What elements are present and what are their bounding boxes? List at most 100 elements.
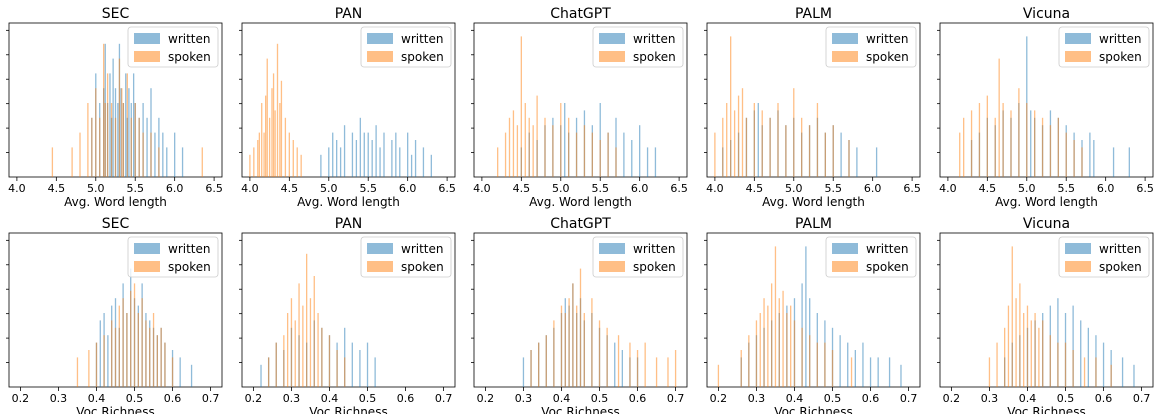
spoken-bar: [145, 320, 147, 387]
x-tick-label: 0.6: [164, 392, 182, 405]
legend-label: spoken: [866, 50, 909, 64]
written-bar: [328, 147, 330, 177]
panel-title: PAN: [335, 6, 363, 22]
spoken-bar: [790, 305, 792, 387]
spoken-bar: [290, 298, 293, 387]
spoken-bar: [512, 110, 515, 177]
spoken-bar: [607, 132, 609, 177]
written-legend-swatch: [832, 243, 858, 254]
spoken-bar: [832, 125, 834, 177]
written-bar: [383, 132, 385, 177]
written-bar: [336, 140, 338, 177]
x-tick-label: 0.7: [435, 392, 453, 405]
legend-label: written: [866, 242, 908, 256]
spoken-bar: [737, 95, 740, 177]
spoken-bar: [249, 154, 251, 177]
legend: written spoken: [825, 236, 917, 278]
spoken-bar: [726, 103, 728, 177]
written-bar: [407, 132, 409, 177]
spoken-legend-swatch: [367, 51, 393, 62]
written-bar: [1128, 147, 1130, 177]
spoken-bar: [538, 342, 540, 387]
x-tick-label: 0.2: [245, 392, 263, 405]
spoken-bar: [104, 103, 106, 177]
spoken-bar: [91, 117, 93, 177]
spoken-bar: [302, 305, 304, 387]
legend: written spoken: [360, 236, 452, 278]
histogram-panel: 0.2 0.3 0.4 0.5 0.6 0.7 Vicuna Voc Richness writ…: [937, 216, 1154, 414]
histogram-panel: 4.0 4.5 5.0 5.5 6.0 6.5 Vicuna Avg. Word length…: [937, 6, 1154, 209]
spoken-bar: [258, 132, 261, 177]
spoken-bar: [274, 110, 276, 177]
spoken-bar: [126, 73, 128, 177]
spoken-bar: [271, 88, 273, 177]
x-tick-label: 6.5: [670, 182, 688, 195]
x-tick-label: 0.5: [1057, 392, 1075, 405]
spoken-bar: [284, 117, 287, 177]
spoken-bar: [266, 58, 268, 177]
spoken-bar: [118, 58, 121, 177]
spoken-bar: [118, 305, 120, 387]
spoken-bar: [988, 357, 991, 387]
spoken-bar: [1064, 342, 1067, 387]
spoken-bar: [848, 140, 850, 177]
panel-title: PALM: [795, 216, 832, 232]
x-tick-label: 0.5: [591, 392, 609, 405]
legend-label: written: [633, 32, 675, 46]
spoken-bar: [160, 327, 162, 387]
spoken-bar: [786, 313, 788, 387]
spoken-bar: [288, 132, 290, 177]
spoken-bar: [1038, 327, 1040, 387]
x-axis-label: Voc Richness: [541, 405, 619, 414]
spoken-bar: [134, 103, 136, 177]
written-bar: [430, 154, 432, 177]
spoken-bar: [87, 103, 89, 177]
written-bar: [1089, 132, 1091, 177]
x-tick-label: 5.5: [359, 182, 377, 195]
x-tick-label: 0.3: [981, 392, 999, 405]
spoken-bar: [79, 132, 81, 177]
spoken-bar: [777, 103, 779, 177]
x-tick-label: 4.0: [939, 182, 957, 195]
x-tick-label: 0.7: [667, 392, 685, 405]
written-bar: [900, 364, 902, 387]
x-tick-label: 4.5: [48, 182, 66, 195]
spoken-bar: [296, 147, 298, 177]
written-bar: [414, 140, 417, 177]
spoken-bar: [564, 313, 566, 387]
written-bar: [339, 147, 342, 177]
spoken-bar: [572, 283, 574, 387]
spoken-bar: [142, 132, 144, 177]
written-bar: [399, 147, 401, 177]
legend: written spoken: [592, 236, 684, 278]
spoken-bar: [996, 342, 998, 387]
x-tick-label: 0.5: [126, 392, 144, 405]
spoken-legend-swatch: [134, 261, 160, 272]
written-legend-swatch: [134, 243, 160, 254]
spoken-bar: [141, 298, 143, 387]
written-bar: [181, 147, 184, 177]
legend-label: written: [1099, 242, 1141, 256]
spoken-bar: [753, 103, 755, 177]
x-tick-label: 6.5: [438, 182, 456, 195]
panel-title: PALM: [795, 6, 832, 22]
written-bar: [99, 320, 101, 387]
written-bar: [343, 125, 346, 177]
spoken-bar: [536, 95, 538, 177]
written-bar: [1121, 357, 1124, 387]
histogram-panel: 0.2 0.3 0.4 0.5 0.6 0.7 ChatGPT Voc Richness wri…: [471, 216, 688, 414]
x-tick-label: 6.0: [864, 182, 882, 195]
written-bar: [379, 147, 381, 177]
x-tick-label: 6.0: [1097, 182, 1115, 195]
spoken-bar: [733, 110, 736, 177]
written-bar: [190, 364, 193, 387]
legend: written spoken: [592, 26, 684, 68]
written-bar: [162, 132, 164, 177]
spoken-bar: [544, 117, 546, 177]
spoken-bar: [579, 268, 582, 387]
written-bar: [260, 364, 262, 387]
legend-label: written: [633, 242, 675, 256]
legend-label: spoken: [633, 260, 676, 274]
spoken-bar: [336, 350, 338, 387]
